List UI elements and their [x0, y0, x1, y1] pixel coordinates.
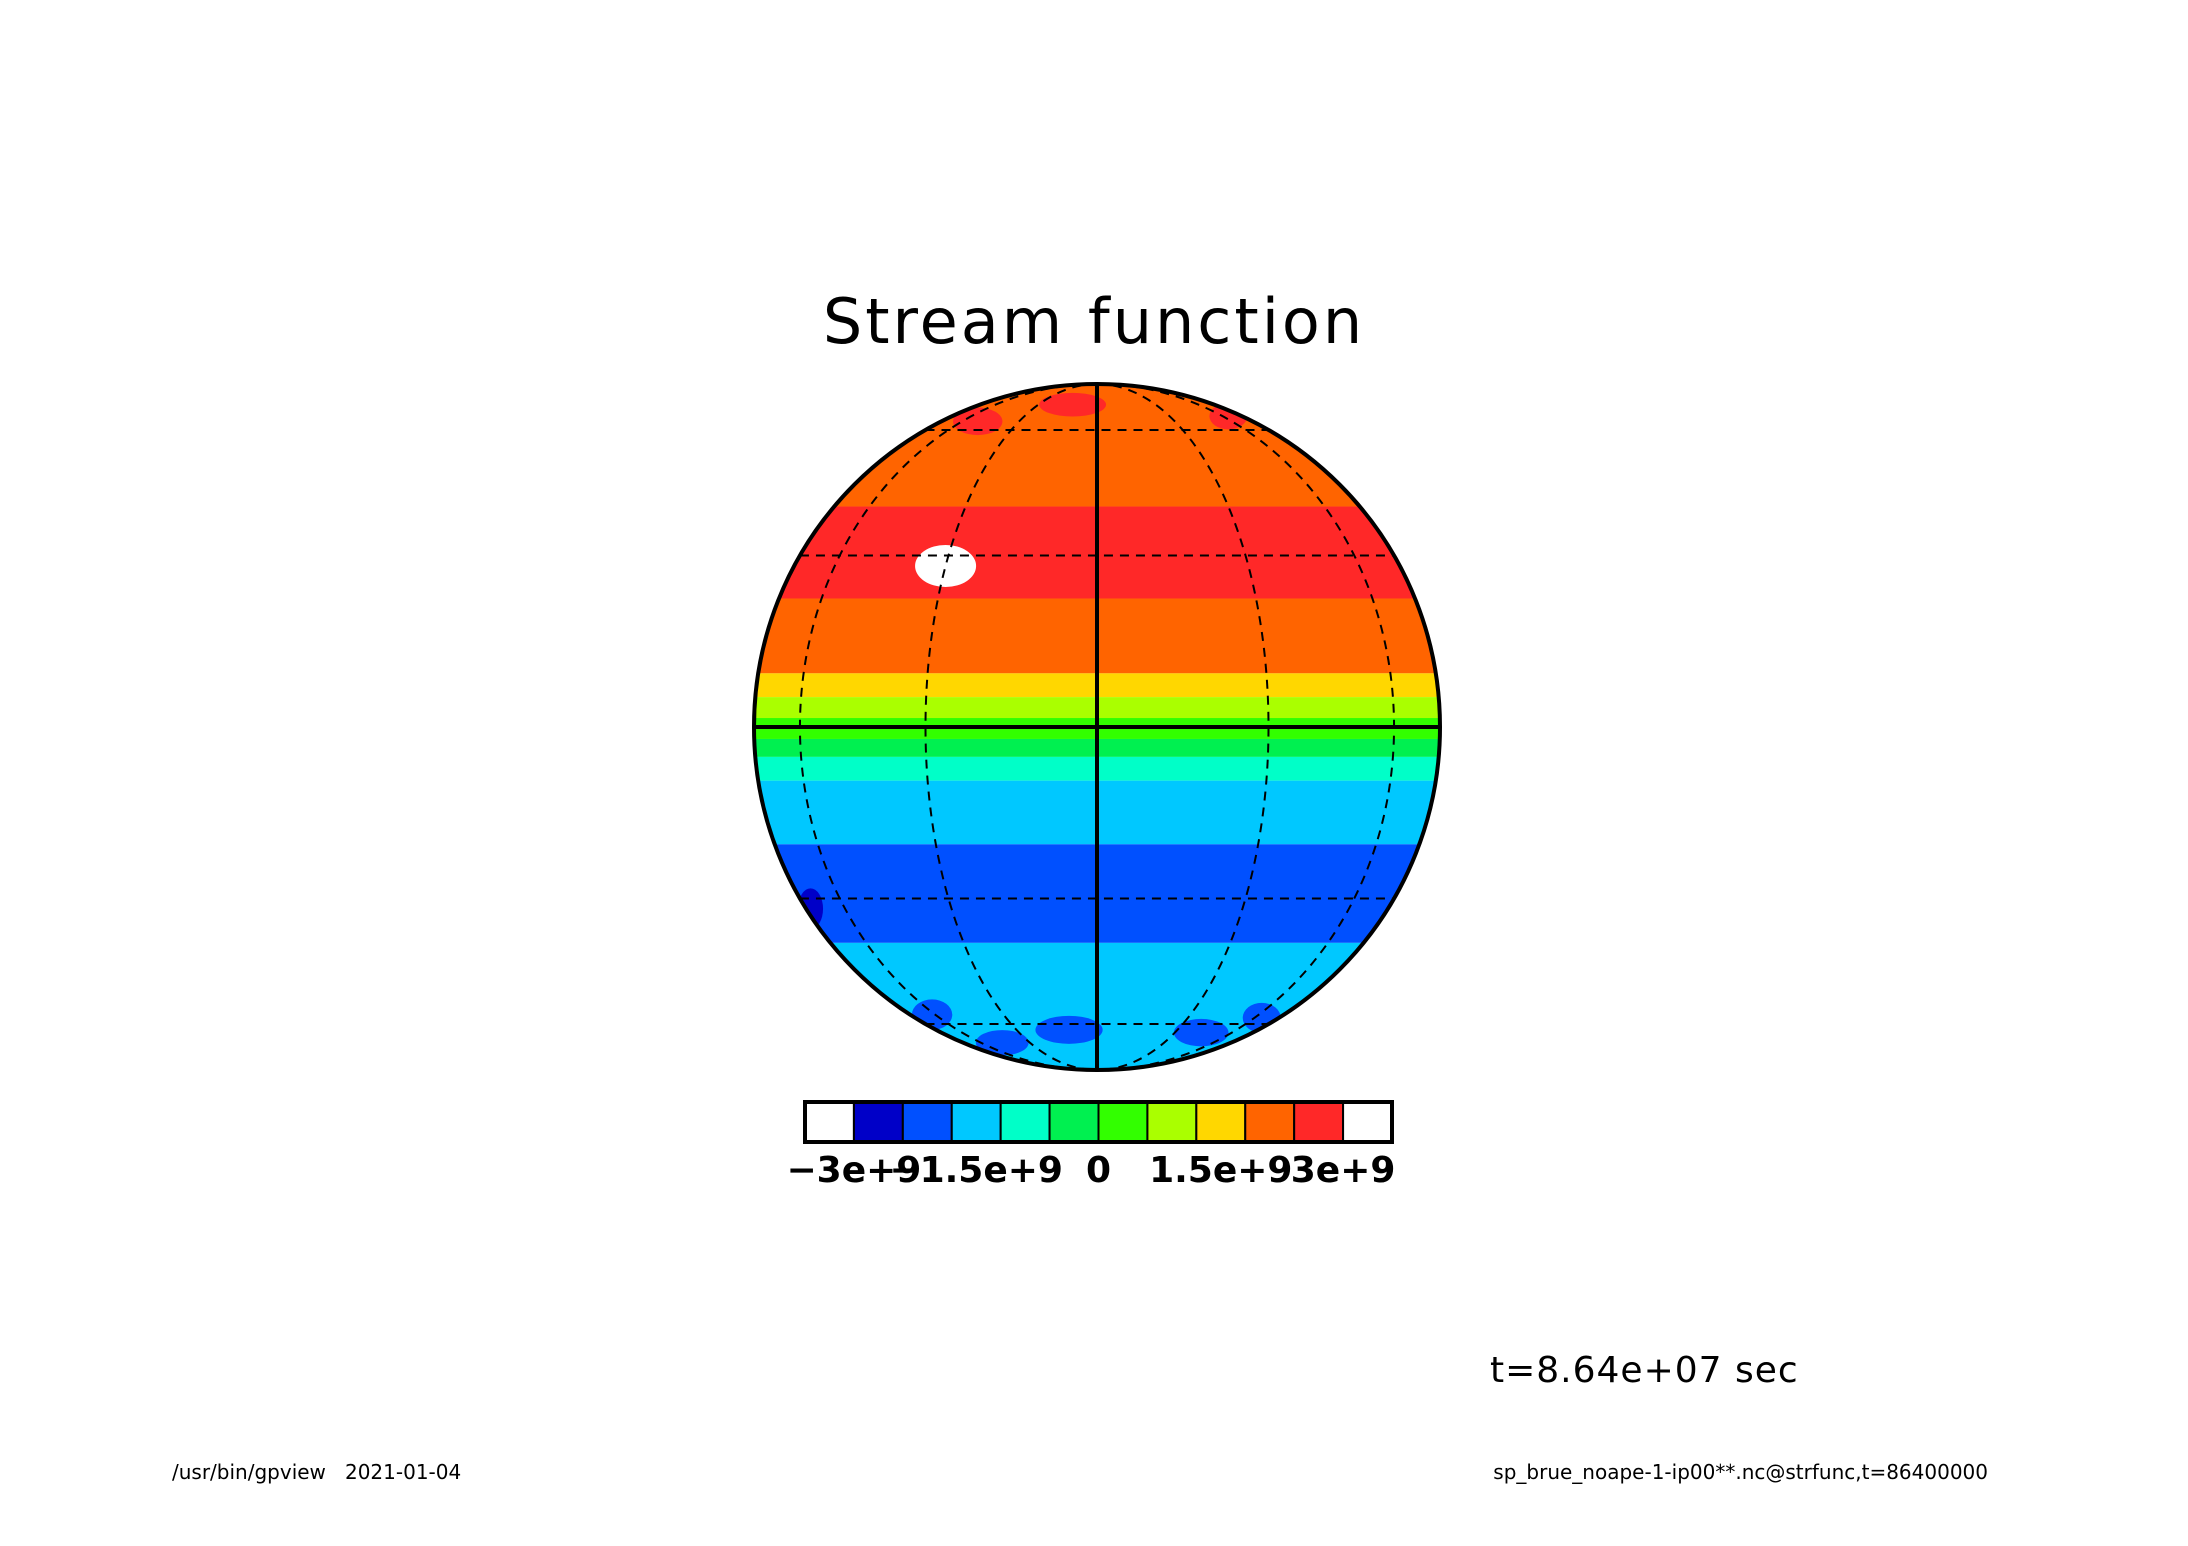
- colorbar-tick-label: −3e+9: [786, 1150, 922, 1191]
- feature-7: [1173, 1018, 1229, 1047]
- feature-9: [798, 888, 824, 930]
- colorbar-cell-0: [804, 1101, 855, 1143]
- colorbar: [803, 1100, 1394, 1144]
- feature-1: [1039, 392, 1107, 417]
- meridian-30: [1096, 384, 1270, 1070]
- colorbar-tick-label: 1.5e+9: [1149, 1150, 1293, 1191]
- chart-title: Stream function: [822, 285, 1366, 358]
- colorbar-cell-8: [1195, 1101, 1247, 1143]
- colorbar-cell-5: [1048, 1101, 1100, 1143]
- globe-gridlines: [754, 384, 1440, 1070]
- plot-date: 2021-01-04: [344, 1460, 462, 1484]
- colorbar-tick-label: −1.5e+9: [889, 1150, 1063, 1191]
- program-path: /usr/bin/gpview: [172, 1460, 326, 1484]
- colorbar-cell-1: [852, 1101, 904, 1143]
- colorbar-cell-7: [1146, 1101, 1198, 1143]
- feature-0: [915, 544, 977, 587]
- feature-2: [953, 407, 1003, 436]
- footer-program: /usr/bin/gpview 2021-01-04: [172, 1460, 461, 1484]
- colorbar-tick-label: 0: [1085, 1150, 1112, 1191]
- feature-5: [975, 1030, 1029, 1056]
- footer-source: sp_brue_noape-1-ip00**.nc@strfunc,t=8640…: [1493, 1460, 1988, 1484]
- meridian--30: [924, 384, 1098, 1070]
- colorbar-cell-11: [1342, 1101, 1394, 1143]
- globe-outline: [752, 382, 1442, 1072]
- colorbar-cell-3: [950, 1101, 1002, 1143]
- colorbar-cell-6: [1097, 1101, 1149, 1143]
- feature-6: [1035, 1015, 1103, 1044]
- colorbar-frame: [803, 1100, 1394, 1144]
- feature-4: [911, 999, 953, 1030]
- colorbar-cell-2: [901, 1101, 953, 1143]
- colorbar-cell-4: [999, 1101, 1051, 1143]
- colorbar-tick-label: 3e+9: [1290, 1150, 1396, 1191]
- colorbar-cell-9: [1244, 1101, 1296, 1143]
- colorbar-cell-10: [1293, 1101, 1345, 1143]
- time-label: t=8.64e+07 sec: [1490, 1350, 1799, 1391]
